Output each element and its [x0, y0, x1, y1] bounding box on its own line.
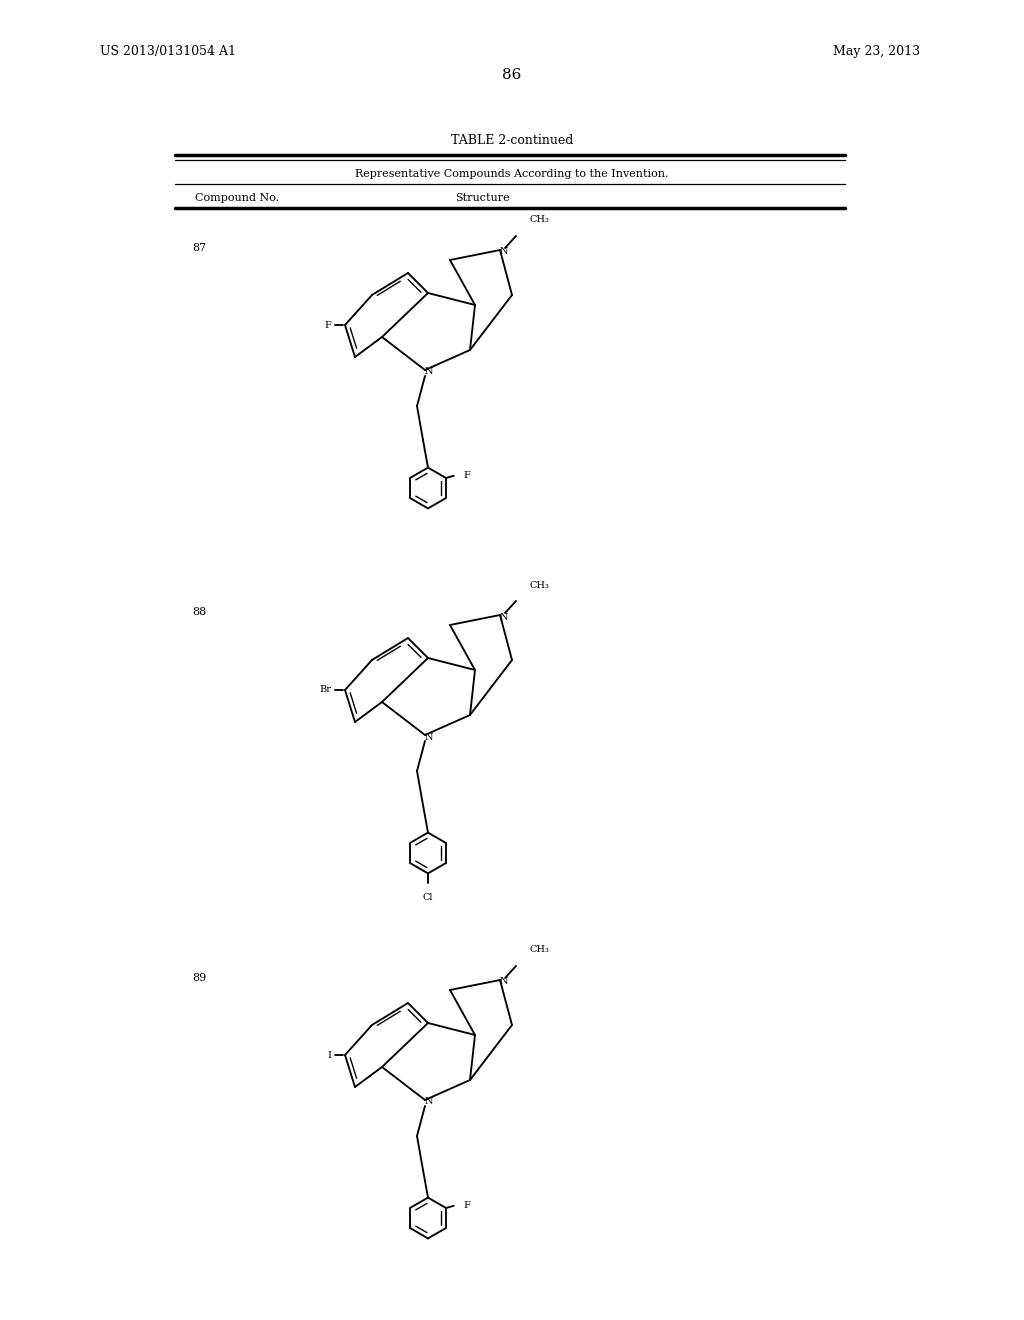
Text: May 23, 2013: May 23, 2013: [833, 45, 920, 58]
Text: Cl: Cl: [423, 894, 433, 903]
Text: 87: 87: [193, 243, 206, 253]
Text: 88: 88: [193, 607, 206, 616]
Text: Br: Br: [319, 685, 331, 694]
Text: 89: 89: [193, 973, 206, 983]
Text: TABLE 2-continued: TABLE 2-continued: [451, 133, 573, 147]
Text: CH₃: CH₃: [530, 215, 550, 224]
Text: Structure: Structure: [455, 193, 510, 203]
Text: F: F: [464, 1201, 471, 1210]
Text: F: F: [325, 321, 331, 330]
Text: N: N: [500, 612, 508, 622]
Text: Representative Compounds According to the Invention.: Representative Compounds According to th…: [355, 169, 669, 180]
Text: N: N: [425, 367, 433, 376]
Text: N: N: [425, 1097, 433, 1106]
Text: F: F: [464, 471, 471, 480]
Text: N: N: [500, 248, 508, 256]
Text: N: N: [425, 733, 433, 742]
Text: CH₃: CH₃: [530, 581, 550, 590]
Text: I: I: [327, 1051, 331, 1060]
Text: 86: 86: [503, 69, 521, 82]
Text: N: N: [500, 978, 508, 986]
Text: Compound No.: Compound No.: [195, 193, 280, 203]
Text: US 2013/0131054 A1: US 2013/0131054 A1: [100, 45, 236, 58]
Text: CH₃: CH₃: [530, 945, 550, 954]
